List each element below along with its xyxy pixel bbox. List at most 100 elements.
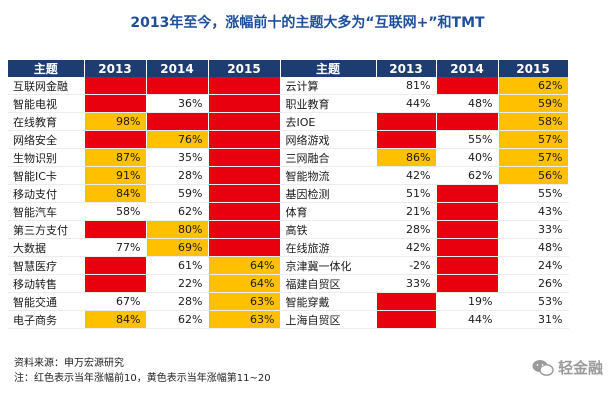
return-cell — [376, 130, 437, 149]
return-cell: 40% — [436, 148, 499, 167]
table-row: 生物识别 87% 35% 三网融合 86% 40% 57% — [8, 148, 569, 167]
return-cell: 55% — [498, 184, 569, 203]
column-header: 2013 — [84, 60, 147, 77]
column-header: 2014 — [436, 60, 499, 77]
watermark-text: 轻金融 — [557, 359, 603, 377]
return-cell: 28% — [376, 220, 437, 239]
return-cell: 77% — [84, 238, 147, 257]
return-cell: 42% — [376, 238, 437, 257]
return-cell: 19% — [436, 292, 499, 311]
return-cell: -2% — [376, 256, 437, 275]
table-row: 智能交通 67% 28% 63% 智能穿戴 19% 53% — [8, 292, 569, 311]
return-cell: 91% — [84, 166, 147, 185]
return-cell — [208, 238, 281, 257]
return-cell — [146, 77, 209, 95]
theme-name-cell: 第三方支付 — [8, 220, 85, 239]
theme-name-cell: 智能IC卡 — [8, 166, 85, 185]
theme-performance-table: 主题 2013 2014 2015 主题 2013 2014 2015 互联网金… — [8, 60, 569, 329]
return-cell — [436, 77, 499, 95]
table-row: 电子商务 84% 62% 63% 上海自贸区 44% 31% — [8, 310, 569, 329]
return-cell: 76% — [146, 130, 209, 149]
return-cell — [146, 112, 209, 131]
return-cell — [208, 112, 281, 131]
table-row: 智慧医疗 61% 64% 京津冀一体化 -2% 24% — [8, 256, 569, 275]
return-cell — [436, 256, 499, 275]
theme-name-cell: 三网融合 — [280, 148, 377, 167]
return-cell: 24% — [498, 256, 569, 275]
return-cell — [376, 292, 437, 311]
theme-name-cell: 智能电视 — [8, 94, 85, 113]
return-cell: 64% — [208, 256, 281, 275]
return-cell — [208, 202, 281, 221]
return-cell: 63% — [208, 310, 281, 329]
theme-name-cell: 网络安全 — [8, 130, 85, 149]
table-row: 智能电视 36% 职业教育 44% 48% 59% — [8, 94, 569, 113]
theme-name-cell: 生物识别 — [8, 148, 85, 167]
theme-name-cell: 体育 — [280, 202, 377, 221]
return-cell: 58% — [84, 202, 147, 221]
table-row: 大数据 77% 69% 在线旅游 42% 48% — [8, 238, 569, 257]
theme-name-cell: 福建自贸区 — [280, 274, 377, 293]
return-cell: 81% — [376, 77, 437, 95]
theme-name-cell: 大数据 — [8, 238, 85, 257]
theme-name-cell: 去IOE — [280, 112, 377, 131]
return-cell: 28% — [146, 166, 209, 185]
theme-name-cell: 网络游戏 — [280, 130, 377, 149]
return-cell: 87% — [84, 148, 147, 167]
return-cell: 35% — [146, 148, 209, 167]
return-cell: 61% — [146, 256, 209, 275]
return-cell: 63% — [208, 292, 281, 311]
return-cell — [376, 112, 437, 131]
theme-name-cell: 在线旅游 — [280, 238, 377, 257]
column-header: 主题 — [8, 60, 85, 77]
table-row: 网络安全 76% 网络游戏 55% 57% — [8, 130, 569, 149]
theme-name-cell: 在线教育 — [8, 112, 85, 131]
return-cell: 26% — [498, 274, 569, 293]
return-cell: 67% — [84, 292, 147, 311]
column-header: 主题 — [280, 60, 377, 77]
column-header: 2015 — [498, 60, 569, 77]
return-cell — [208, 77, 281, 95]
return-cell: 59% — [146, 184, 209, 203]
table-row: 在线教育 98% 去IOE 58% — [8, 112, 569, 131]
page-title: 2013年至今，涨幅前十的主题大多为“互联网+”和TMT — [130, 15, 485, 31]
theme-name-cell: 互联网金融 — [8, 77, 85, 95]
theme-name-cell: 智能物流 — [280, 166, 377, 185]
theme-name-cell: 智慧医疗 — [8, 256, 85, 275]
return-cell: 62% — [498, 77, 569, 95]
theme-name-cell: 云计算 — [280, 77, 377, 95]
table-row: 互联网金融 云计算 81% 62% — [8, 77, 569, 95]
return-cell: 86% — [376, 148, 437, 167]
source-text: 资料来源：申万宏源研究 — [14, 358, 124, 369]
theme-name-cell: 京津冀一体化 — [280, 256, 377, 275]
return-cell — [84, 130, 147, 149]
return-cell: 43% — [498, 202, 569, 221]
return-cell — [436, 274, 499, 293]
return-cell: 36% — [146, 94, 209, 113]
return-cell: 55% — [436, 130, 499, 149]
return-cell — [208, 94, 281, 113]
return-cell: 56% — [498, 166, 569, 185]
theme-name-cell: 基因检测 — [280, 184, 377, 203]
return-cell — [84, 274, 147, 293]
return-cell: 59% — [498, 94, 569, 113]
return-cell: 98% — [84, 112, 147, 131]
return-cell: 48% — [498, 238, 569, 257]
table-body: 互联网金融 云计算 81% 62% 智能电视 36% 职业教育 44% 48% 59% 在线教育 98… — [8, 77, 569, 329]
return-cell: 48% — [436, 94, 499, 113]
theme-name-cell: 上海自贸区 — [280, 310, 377, 329]
return-cell: 33% — [498, 220, 569, 239]
theme-name-cell: 智能穿戴 — [280, 292, 377, 311]
return-cell: 57% — [498, 130, 569, 149]
return-cell — [376, 310, 437, 329]
return-cell — [436, 184, 499, 203]
return-cell: 33% — [376, 274, 437, 293]
return-cell: 62% — [436, 166, 499, 185]
return-cell: 22% — [146, 274, 209, 293]
table-header-row: 主题 2013 2014 2015 主题 2013 2014 2015 — [8, 60, 569, 77]
return-cell: 69% — [146, 238, 209, 257]
theme-name-cell: 智能交通 — [8, 292, 85, 311]
return-cell: 84% — [84, 310, 147, 329]
note-text: 注：红色表示当年涨幅前10，黄色表示当年涨幅第11~20 — [14, 373, 271, 384]
return-cell: 44% — [436, 310, 499, 329]
